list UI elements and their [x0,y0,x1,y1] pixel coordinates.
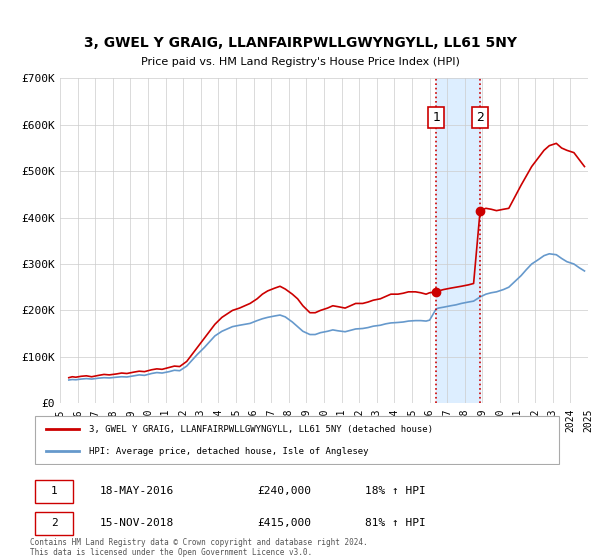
Text: 18% ↑ HPI: 18% ↑ HPI [365,486,425,496]
Text: 3, GWEL Y GRAIG, LLANFAIRPWLLGWYNGYLL, LL61 5NY: 3, GWEL Y GRAIG, LLANFAIRPWLLGWYNGYLL, L… [83,36,517,50]
Text: Price paid vs. HM Land Registry's House Price Index (HPI): Price paid vs. HM Land Registry's House … [140,57,460,67]
Text: £415,000: £415,000 [257,519,311,529]
Text: 81% ↑ HPI: 81% ↑ HPI [365,519,425,529]
Bar [436,78,480,403]
Text: 18-MAY-2016: 18-MAY-2016 [100,486,175,496]
Text: 1: 1 [432,111,440,124]
Text: 2: 2 [476,111,484,124]
Text: HPI: Average price, detached house, Isle of Anglesey: HPI: Average price, detached house, Isle… [89,447,369,456]
Text: 2: 2 [51,519,58,529]
Text: £240,000: £240,000 [257,486,311,496]
Text: 15-NOV-2018: 15-NOV-2018 [100,519,175,529]
FancyBboxPatch shape [35,512,73,535]
Text: Contains HM Land Registry data © Crown copyright and database right 2024.
This d: Contains HM Land Registry data © Crown c… [30,538,368,557]
Text: 1: 1 [51,486,58,496]
FancyBboxPatch shape [35,416,559,464]
Text: 3, GWEL Y GRAIG, LLANFAIRPWLLGWYNGYLL, LL61 5NY (detached house): 3, GWEL Y GRAIG, LLANFAIRPWLLGWYNGYLL, L… [89,425,433,434]
FancyBboxPatch shape [35,479,73,503]
